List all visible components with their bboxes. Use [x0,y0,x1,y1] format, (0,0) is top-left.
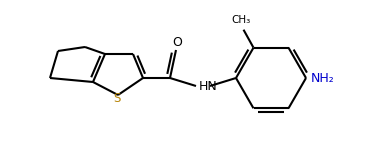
Text: S: S [113,92,121,105]
Text: NH₂: NH₂ [311,72,335,84]
Text: CH₃: CH₃ [232,15,251,25]
Text: O: O [172,36,182,50]
Text: HN: HN [199,80,218,93]
